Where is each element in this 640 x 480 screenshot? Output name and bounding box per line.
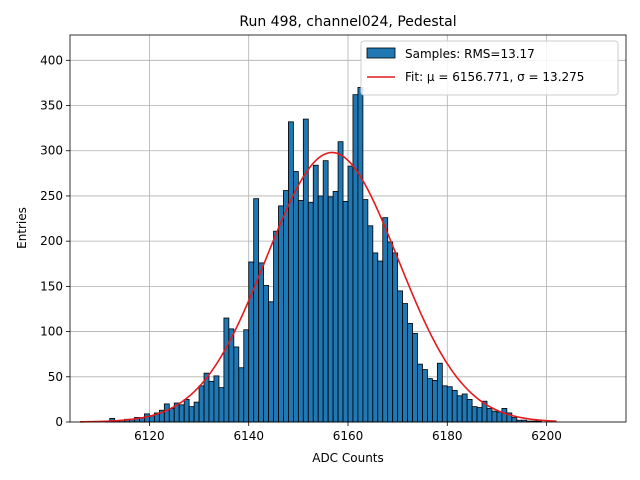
histogram-bar xyxy=(208,380,215,423)
histogram-bar xyxy=(357,87,364,423)
histogram-bar xyxy=(476,407,483,423)
x-tick-label: 6160 xyxy=(333,429,364,443)
histogram-bar xyxy=(273,230,279,423)
histogram-bar xyxy=(317,195,324,423)
y-axis-ticks: 0 50 100 150 200 250 300 350 400 xyxy=(40,53,70,429)
histogram-bar xyxy=(178,404,185,423)
histogram-bar xyxy=(352,94,359,423)
histogram-bar xyxy=(466,398,473,423)
histogram-bar xyxy=(342,200,349,423)
y-tick-label: 100 xyxy=(40,325,63,339)
histogram-bar xyxy=(471,406,478,423)
histogram-bar xyxy=(193,401,200,423)
legend-box xyxy=(360,40,619,96)
histogram-bar xyxy=(188,406,195,423)
histogram-bar xyxy=(283,190,289,423)
x-tick-label: 6120 xyxy=(134,429,165,443)
histogram-bar xyxy=(168,408,175,423)
histogram-bar xyxy=(417,363,423,423)
histogram-bar xyxy=(387,241,394,423)
histogram-bar xyxy=(486,408,493,423)
histogram-bar xyxy=(243,329,250,423)
histogram-bar xyxy=(451,389,458,423)
histogram-bar xyxy=(263,285,269,423)
histogram-bar xyxy=(496,411,503,423)
histogram-bar xyxy=(163,403,170,423)
histogram-bar xyxy=(491,410,498,423)
histogram-bar xyxy=(511,417,518,423)
histogram-bar xyxy=(392,252,399,423)
histogram-bar xyxy=(372,252,379,423)
histogram-bar xyxy=(397,290,404,423)
histogram-bar xyxy=(268,301,274,423)
histogram-bar xyxy=(412,332,418,423)
y-tick-label: 400 xyxy=(40,53,63,67)
histogram-bar xyxy=(377,260,384,423)
histogram-bar xyxy=(407,323,413,423)
histogram-bar xyxy=(258,262,265,423)
histogram-bar xyxy=(427,378,433,423)
y-tick-label: 350 xyxy=(40,99,63,113)
histogram-bar xyxy=(292,171,299,423)
histogram-bar xyxy=(238,367,245,423)
histogram-bar xyxy=(307,201,314,423)
histogram-bar xyxy=(402,303,408,423)
y-tick-label: 50 xyxy=(48,370,63,384)
histogram-bar xyxy=(312,164,319,423)
y-tick-label: 150 xyxy=(40,279,63,293)
histogram-bar xyxy=(446,386,453,423)
x-tick-label: 6140 xyxy=(233,429,264,443)
y-tick-label: 200 xyxy=(40,234,63,248)
histogram-bar xyxy=(302,118,309,423)
histogram-bar xyxy=(362,199,369,423)
y-tick-label: 0 xyxy=(55,415,63,429)
histogram-bar xyxy=(422,369,428,423)
histogram-bar xyxy=(248,261,255,423)
histogram-bar xyxy=(501,408,508,423)
histogram-bar xyxy=(441,385,448,423)
x-tick-label: 6200 xyxy=(531,429,562,443)
histogram-bar xyxy=(461,393,468,423)
histogram-bar xyxy=(337,141,344,423)
histogram-bar xyxy=(436,362,443,423)
y-axis-label: Entries xyxy=(15,207,29,249)
histogram-bar xyxy=(223,317,230,423)
x-tick-label: 6180 xyxy=(432,429,463,443)
histogram-bar xyxy=(288,121,294,423)
histogram-bar xyxy=(347,165,354,423)
histogram-bar xyxy=(431,380,438,423)
histogram-bars xyxy=(104,87,543,423)
legend: Samples: RMS=13.17 Fit: μ = 6156.771, σ … xyxy=(360,40,619,96)
x-axis-label: ADC Counts xyxy=(312,451,384,465)
histogram-bar xyxy=(297,200,304,423)
legend-fit-label: Fit: μ = 6156.771, σ = 13.275 xyxy=(405,70,584,84)
histogram-bar xyxy=(198,385,205,423)
x-axis-ticks: 6120 6140 6160 6180 6200 xyxy=(134,422,562,443)
fit-curve xyxy=(79,151,557,423)
histogram-bar xyxy=(332,191,339,423)
histogram-bar xyxy=(456,395,463,423)
histogram-bar xyxy=(382,217,389,423)
histogram-bar xyxy=(327,196,334,423)
legend-samples-swatch xyxy=(366,47,396,59)
histogram-bar xyxy=(183,398,190,423)
legend-samples-label: Samples: RMS=13.17 xyxy=(405,47,535,61)
histogram-bar xyxy=(213,375,220,423)
y-tick-label: 250 xyxy=(40,189,63,203)
histogram-bar xyxy=(278,205,284,423)
chart-title: Run 498, channel024, Pedestal xyxy=(239,14,456,30)
histogram-bar xyxy=(322,160,329,423)
histogram-bar xyxy=(233,346,240,423)
histogram-bar xyxy=(367,225,374,423)
histogram-bar xyxy=(218,387,225,423)
histogram-bar xyxy=(253,198,260,423)
y-tick-label: 300 xyxy=(40,144,63,158)
